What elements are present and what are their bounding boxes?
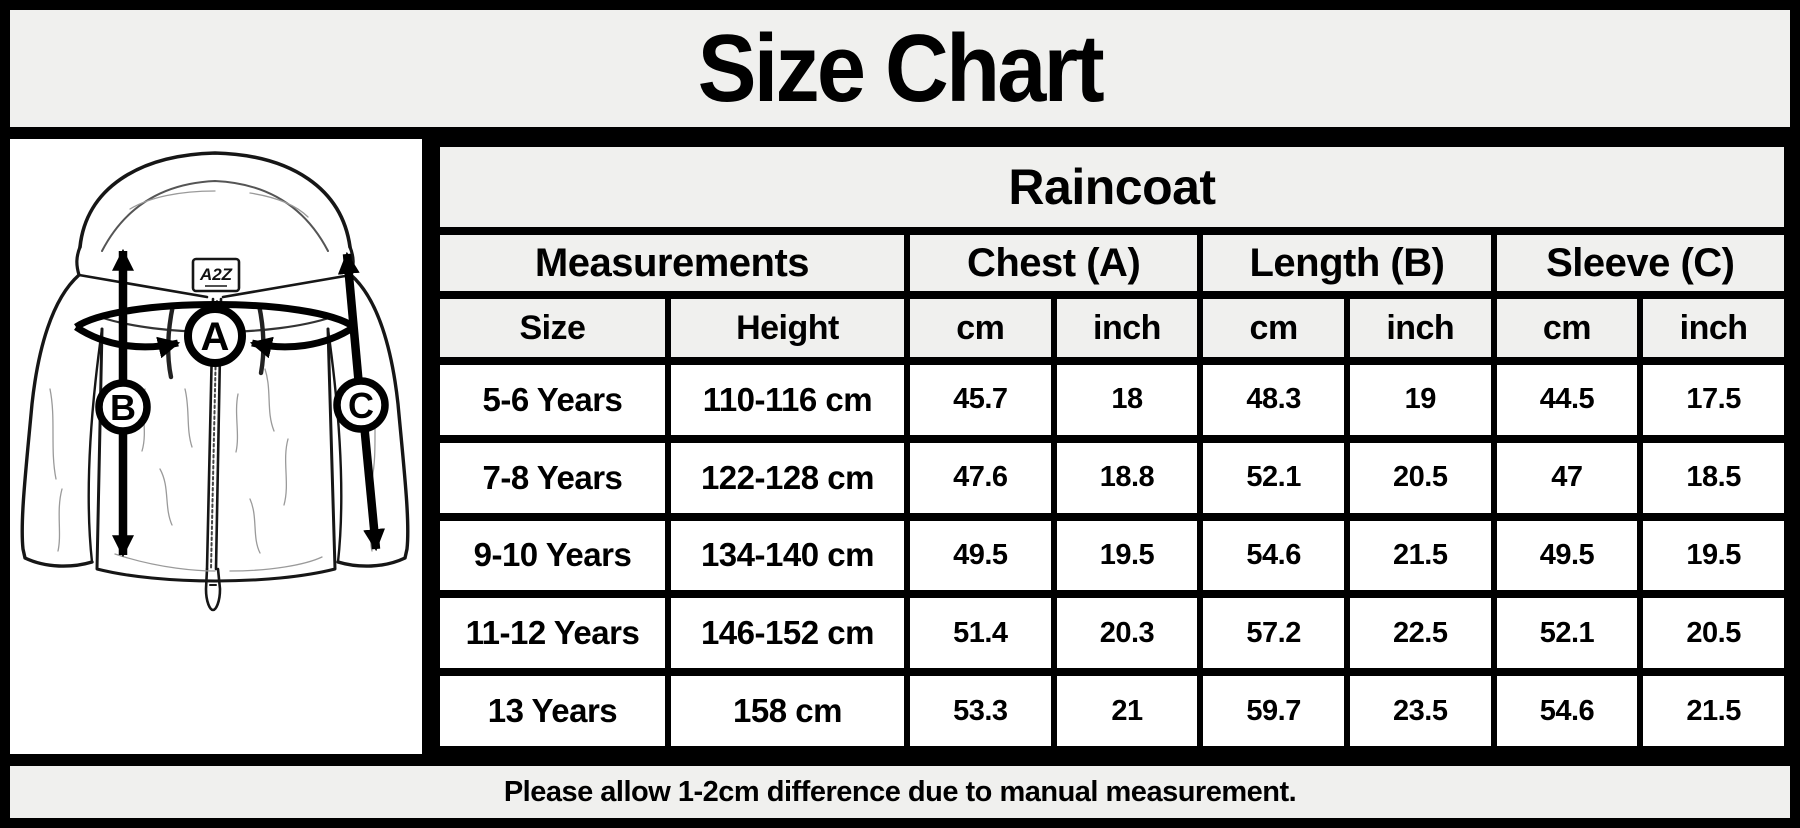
chest-cm-cell: 45.7 bbox=[903, 357, 1057, 443]
length-cm-cell: 54.6 bbox=[1197, 512, 1350, 599]
col-header-sleeve-inch: inch bbox=[1637, 291, 1790, 365]
size-table-panel: Raincoat Measurements Chest (A) Length (… bbox=[434, 139, 1791, 754]
footer-band: Please allow 1-2cm difference due to man… bbox=[10, 766, 1790, 818]
length-cm-cell: 48.3 bbox=[1197, 357, 1350, 443]
sleeve-inch-cell: 21.5 bbox=[1637, 668, 1790, 754]
table-row: 9-10 Years 134-140 cm 49.5 19.5 54.6 21.… bbox=[434, 512, 1790, 599]
col-header-length-inch: inch bbox=[1343, 291, 1497, 365]
chest-cm-cell: 51.4 bbox=[903, 590, 1057, 677]
sub-header-row: Size Height cm inch cm inch cm inch bbox=[434, 291, 1790, 365]
height-cell: 122-128 cm bbox=[664, 434, 910, 521]
length-badge-circle bbox=[95, 379, 151, 435]
size-cell: 13 Years bbox=[434, 668, 671, 754]
length-cm-cell: 57.2 bbox=[1197, 590, 1350, 677]
length-badge-label: B bbox=[110, 387, 136, 428]
length-cm-cell: 52.1 bbox=[1197, 434, 1350, 521]
size-cell: 5-6 Years bbox=[434, 357, 671, 443]
sleeve-badge-label: C bbox=[348, 385, 374, 426]
sleeve-inch-cell: 19.5 bbox=[1637, 512, 1790, 599]
col-group-measurements: Measurements bbox=[434, 227, 910, 299]
chest-inch-cell: 19.5 bbox=[1050, 512, 1204, 599]
raincoat-diagram-panel: A2Z bbox=[10, 139, 422, 754]
product-header-row: Raincoat bbox=[434, 139, 1790, 235]
chest-inch-cell: 18 bbox=[1050, 357, 1204, 443]
page-title: Size Chart bbox=[697, 14, 1105, 122]
chest-badge-label: A bbox=[201, 315, 230, 359]
sleeve-inch-cell: 18.5 bbox=[1637, 434, 1790, 521]
brand-label: A2Z bbox=[191, 257, 241, 293]
chest-cm-cell: 53.3 bbox=[903, 668, 1057, 754]
col-header-chest-inch: inch bbox=[1050, 291, 1204, 365]
main-area: A2Z bbox=[10, 139, 1791, 754]
brand-label-text: A2Z bbox=[199, 265, 233, 284]
col-group-sleeve: Sleeve (C) bbox=[1490, 227, 1791, 299]
height-cell: 146-152 cm bbox=[664, 590, 910, 677]
size-table: Raincoat Measurements Chest (A) Length (… bbox=[434, 139, 1791, 754]
length-inch-cell: 20.5 bbox=[1343, 434, 1497, 521]
length-inch-cell: 21.5 bbox=[1343, 512, 1497, 599]
length-cm-cell: 59.7 bbox=[1197, 668, 1350, 754]
col-group-chest: Chest (A) bbox=[903, 227, 1204, 299]
size-cell: 11-12 Years bbox=[434, 590, 671, 677]
raincoat-sketch: A2Z bbox=[20, 151, 410, 612]
measure-arrows bbox=[74, 248, 386, 558]
col-header-size: Size bbox=[434, 291, 671, 365]
table-row: 7-8 Years 122-128 cm 47.6 18.8 52.1 20.5… bbox=[434, 434, 1790, 521]
sleeve-cm-cell: 49.5 bbox=[1490, 512, 1644, 599]
col-header-height: Height bbox=[664, 291, 910, 365]
table-row: 5-6 Years 110-116 cm 45.7 18 48.3 19 44.… bbox=[434, 357, 1790, 443]
sleeve-badge-circle bbox=[333, 377, 389, 433]
footer-note: Please allow 1-2cm difference due to man… bbox=[503, 775, 1297, 808]
length-inch-cell: 22.5 bbox=[1343, 590, 1497, 677]
chest-badge-circle bbox=[184, 305, 246, 367]
height-cell: 158 cm bbox=[664, 668, 910, 754]
group-header-row: Measurements Chest (A) Length (B) Sleeve… bbox=[434, 227, 1791, 299]
measure-badges: A B C bbox=[95, 305, 389, 435]
table-row: 11-12 Years 146-152 cm 51.4 20.3 57.2 22… bbox=[434, 590, 1790, 677]
table-row: 13 Years 158 cm 53.3 21 59.7 23.5 54.6 2… bbox=[434, 668, 1790, 754]
sleeve-cm-cell: 54.6 bbox=[1490, 668, 1644, 754]
height-cell: 110-116 cm bbox=[664, 357, 910, 443]
size-cell: 7-8 Years bbox=[434, 434, 671, 521]
size-cell: 9-10 Years bbox=[434, 512, 671, 599]
sleeve-inch-cell: 20.5 bbox=[1637, 590, 1790, 677]
product-title: Raincoat bbox=[434, 139, 1790, 235]
col-group-length: Length (B) bbox=[1197, 227, 1497, 299]
chest-cm-cell: 47.6 bbox=[903, 434, 1057, 521]
length-inch-cell: 19 bbox=[1343, 357, 1497, 443]
chest-inch-cell: 18.8 bbox=[1050, 434, 1204, 521]
chest-inch-cell: 21 bbox=[1050, 668, 1204, 754]
title-band: Size Chart bbox=[10, 10, 1790, 127]
length-inch-cell: 23.5 bbox=[1343, 668, 1497, 754]
sleeve-cm-cell: 52.1 bbox=[1490, 590, 1644, 677]
sleeve-cm-cell: 47 bbox=[1490, 434, 1644, 521]
chest-cm-cell: 49.5 bbox=[903, 512, 1057, 599]
sleeve-cm-cell: 44.5 bbox=[1490, 357, 1644, 443]
height-cell: 134-140 cm bbox=[664, 512, 910, 599]
chest-inch-cell: 20.3 bbox=[1050, 590, 1204, 677]
sleeve-inch-cell: 17.5 bbox=[1637, 357, 1790, 443]
col-header-sleeve-cm: cm bbox=[1490, 291, 1644, 365]
col-header-chest-cm: cm bbox=[903, 291, 1057, 365]
col-header-length-cm: cm bbox=[1197, 291, 1350, 365]
